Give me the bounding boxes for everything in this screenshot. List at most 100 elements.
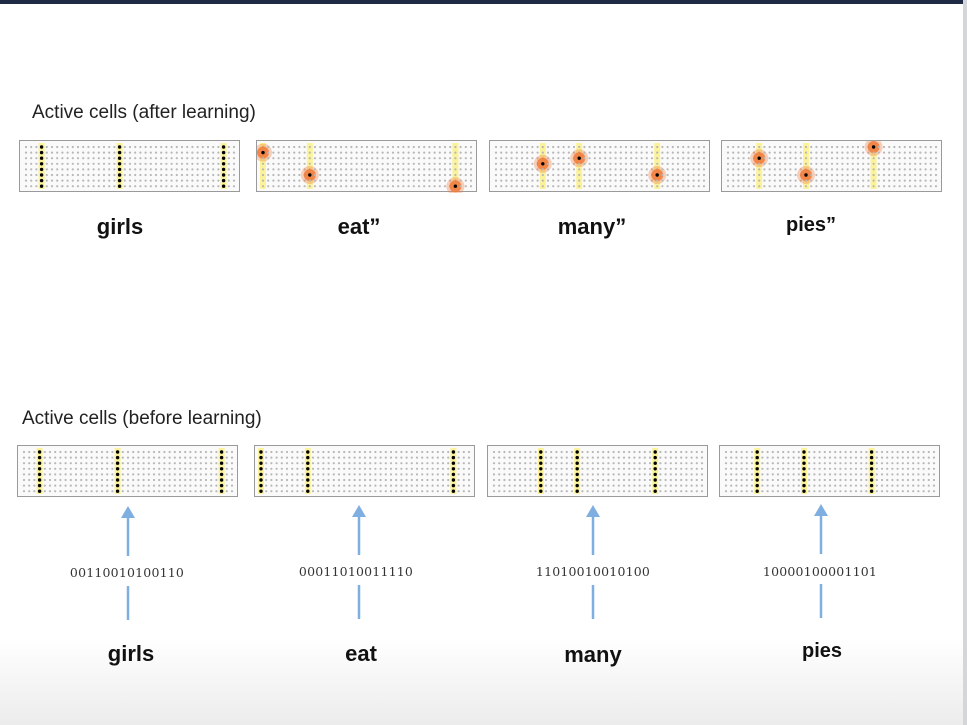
cell bbox=[50, 162, 54, 165]
cell bbox=[384, 467, 387, 470]
cell bbox=[922, 462, 925, 465]
cell bbox=[230, 456, 234, 459]
cell bbox=[567, 185, 570, 188]
cell bbox=[137, 462, 140, 465]
cell bbox=[66, 179, 69, 182]
cell bbox=[97, 173, 100, 177]
cell bbox=[204, 473, 208, 476]
cell bbox=[917, 473, 920, 476]
cell bbox=[194, 473, 197, 476]
cell bbox=[560, 450, 563, 454]
cell bbox=[215, 450, 218, 454]
cell bbox=[350, 173, 353, 177]
cell bbox=[737, 162, 740, 165]
active-cell bbox=[115, 455, 120, 460]
cell bbox=[593, 168, 596, 171]
cell bbox=[379, 484, 382, 487]
cell bbox=[565, 484, 568, 487]
cell bbox=[178, 462, 182, 465]
cell bbox=[189, 462, 192, 465]
cell bbox=[391, 179, 395, 182]
cell bbox=[823, 473, 826, 476]
cell bbox=[334, 151, 337, 154]
cell bbox=[565, 462, 568, 465]
cell bbox=[766, 462, 769, 465]
cell bbox=[513, 490, 516, 493]
cell bbox=[839, 456, 842, 459]
cell bbox=[402, 157, 405, 160]
active-cell bbox=[219, 461, 224, 465]
cell bbox=[303, 157, 306, 160]
cell bbox=[676, 157, 680, 160]
cell bbox=[358, 462, 361, 465]
cell bbox=[332, 462, 335, 465]
cell bbox=[379, 456, 382, 459]
cell bbox=[752, 168, 756, 171]
cell bbox=[849, 484, 852, 487]
cell bbox=[217, 173, 220, 177]
cell bbox=[69, 490, 72, 493]
cell bbox=[628, 456, 631, 459]
cell bbox=[337, 478, 341, 482]
cell bbox=[132, 456, 135, 459]
cell bbox=[469, 157, 473, 160]
cell bbox=[586, 484, 589, 487]
cell bbox=[830, 168, 834, 171]
cell bbox=[97, 185, 100, 188]
cell bbox=[417, 173, 421, 177]
cell bbox=[836, 168, 839, 171]
active-cell bbox=[37, 467, 42, 471]
cell bbox=[282, 145, 285, 149]
cell bbox=[217, 185, 220, 188]
cell bbox=[355, 151, 358, 154]
cell bbox=[410, 473, 413, 476]
cell bbox=[386, 185, 389, 188]
cell bbox=[459, 185, 462, 188]
cell bbox=[196, 157, 199, 160]
cell bbox=[108, 145, 111, 149]
cell bbox=[227, 145, 230, 149]
cell bbox=[158, 456, 161, 459]
cell bbox=[415, 490, 419, 493]
cell bbox=[912, 490, 915, 493]
cell bbox=[43, 467, 46, 470]
cell bbox=[896, 462, 899, 465]
cell bbox=[609, 185, 612, 188]
cell bbox=[732, 157, 735, 160]
cell bbox=[82, 162, 85, 165]
cell bbox=[898, 162, 901, 165]
cell bbox=[350, 157, 353, 160]
cell bbox=[324, 168, 327, 171]
cell bbox=[28, 473, 31, 476]
cell bbox=[544, 478, 548, 482]
cell bbox=[30, 145, 33, 149]
cell bbox=[426, 484, 429, 487]
cell bbox=[666, 168, 669, 171]
cell bbox=[927, 484, 930, 487]
cell bbox=[508, 478, 511, 482]
cell bbox=[397, 168, 400, 171]
cell bbox=[787, 450, 790, 454]
cell bbox=[54, 450, 57, 454]
cell bbox=[232, 168, 236, 171]
cell bbox=[280, 473, 283, 476]
cell bbox=[557, 162, 560, 165]
cell bbox=[830, 145, 834, 149]
cell bbox=[914, 179, 917, 182]
cell bbox=[614, 168, 617, 171]
cell bbox=[740, 450, 743, 454]
cell bbox=[730, 484, 733, 487]
cell bbox=[503, 473, 506, 476]
cell bbox=[343, 473, 346, 476]
cell bbox=[469, 162, 473, 165]
cell bbox=[562, 162, 565, 165]
cell bbox=[180, 179, 184, 182]
cell bbox=[750, 473, 754, 476]
cell bbox=[674, 467, 678, 470]
cell bbox=[872, 185, 875, 188]
cell bbox=[56, 145, 59, 149]
cell bbox=[433, 179, 436, 182]
cell bbox=[90, 456, 93, 459]
cell bbox=[111, 478, 114, 482]
cell bbox=[513, 450, 516, 454]
